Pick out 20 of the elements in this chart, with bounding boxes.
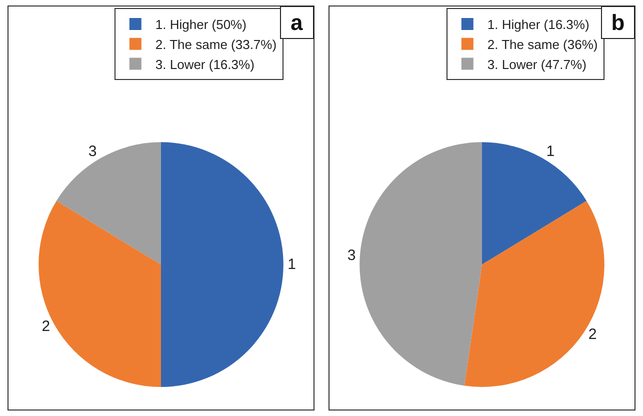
- pie-slice: [482, 142, 587, 265]
- legend-label: 1. Higher (50%): [155, 17, 246, 32]
- text: 1: [288, 256, 296, 274]
- text: 1: [546, 142, 555, 160]
- text: 2: [588, 326, 597, 344]
- legend-label: 3. Lower (47.7%): [487, 56, 586, 72]
- text: b: [611, 10, 625, 35]
- legend-label: 3. Lower (16.3%): [155, 56, 254, 72]
- pie-slice: [161, 142, 284, 387]
- text: 3: [347, 247, 356, 264]
- legend-label: 1. Higher (16.3%): [487, 17, 590, 32]
- pie-slice: [360, 142, 482, 386]
- pie-slice: [56, 142, 161, 265]
- legend-label: 2. The same (33.7%): [155, 36, 277, 52]
- text: a: [290, 10, 304, 35]
- text: 2: [42, 318, 50, 336]
- text: 3: [88, 142, 97, 160]
- pie-slice: [464, 200, 604, 387]
- pie-slice: [38, 200, 161, 387]
- legend-label: 2. The same (36%): [487, 36, 598, 52]
